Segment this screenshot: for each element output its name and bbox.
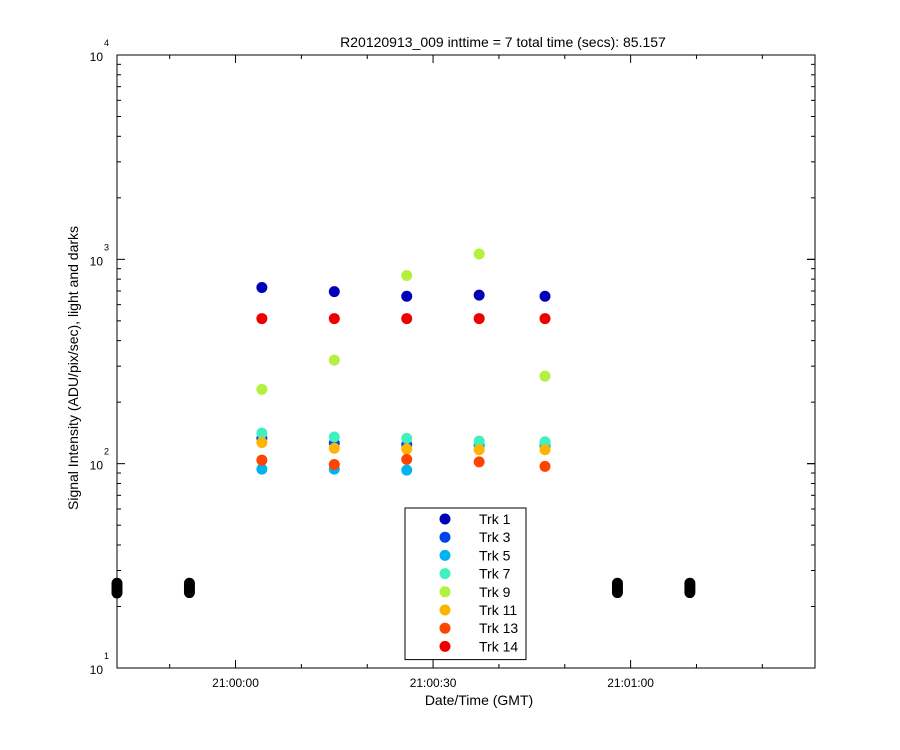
legend-label: Trk 1 bbox=[479, 511, 511, 527]
y-tick-label: 10 bbox=[90, 254, 104, 268]
series-trk-13 bbox=[256, 453, 551, 472]
legend-label: Trk 5 bbox=[479, 547, 511, 563]
legend-marker bbox=[439, 568, 451, 580]
legend-marker bbox=[439, 549, 451, 561]
data-point bbox=[539, 436, 551, 448]
data-point bbox=[401, 464, 413, 476]
data-point bbox=[256, 313, 268, 325]
legend-label: Trk 13 bbox=[479, 620, 518, 636]
data-point bbox=[539, 460, 551, 472]
data-point bbox=[401, 432, 413, 444]
series-trk-11 bbox=[256, 436, 551, 456]
dark-point bbox=[684, 577, 696, 589]
y-axis-label: Signal Intensity (ADU/pix/sec), light an… bbox=[65, 226, 81, 510]
data-point bbox=[401, 453, 413, 465]
x-tick-label: 21:00:30 bbox=[410, 676, 457, 690]
data-point bbox=[539, 290, 551, 302]
data-point bbox=[256, 454, 268, 466]
data-point bbox=[328, 442, 340, 454]
legend-marker bbox=[439, 604, 451, 616]
legend-label: Trk 11 bbox=[479, 602, 517, 618]
legend-marker bbox=[439, 586, 451, 598]
legend-label: Trk 7 bbox=[479, 566, 511, 582]
y-tick-exponent: 3 bbox=[104, 242, 109, 252]
chart-title: R20120913_009 inttime = 7 total time (se… bbox=[340, 34, 666, 50]
y-tick-exponent: 1 bbox=[104, 651, 109, 661]
data-point bbox=[473, 435, 485, 447]
dark-point bbox=[111, 577, 123, 589]
data-point bbox=[539, 313, 551, 325]
series-trk-14 bbox=[256, 313, 551, 325]
data-point bbox=[256, 383, 268, 395]
legend-label: Trk 9 bbox=[479, 584, 511, 600]
data-point bbox=[473, 313, 485, 325]
y-tick-label: 10 bbox=[90, 50, 104, 64]
dark-point bbox=[611, 577, 623, 589]
data-point bbox=[256, 463, 268, 475]
legend-label: Trk 3 bbox=[479, 529, 511, 545]
data-point bbox=[328, 431, 340, 443]
y-tick-label: 10 bbox=[90, 663, 104, 677]
legend-marker bbox=[439, 513, 451, 525]
data-point bbox=[473, 248, 485, 260]
series-trk-7 bbox=[256, 427, 551, 448]
dark-point bbox=[183, 577, 195, 589]
data-point bbox=[539, 444, 551, 456]
legend-box bbox=[404, 507, 527, 661]
y-tick-exponent: 4 bbox=[104, 38, 109, 48]
y-tick-exponent: 2 bbox=[104, 447, 109, 457]
data-point bbox=[473, 444, 485, 456]
data-point bbox=[473, 456, 485, 468]
data-point bbox=[401, 270, 413, 282]
data-point bbox=[473, 289, 485, 301]
legend-marker bbox=[439, 622, 451, 634]
data-point bbox=[256, 436, 268, 448]
data-point bbox=[328, 459, 340, 471]
legend-marker bbox=[439, 640, 451, 652]
data-point bbox=[401, 313, 413, 325]
x-tick-label: 21:01:00 bbox=[607, 676, 654, 690]
data-point bbox=[328, 354, 340, 366]
data-point bbox=[401, 443, 413, 455]
data-point bbox=[539, 370, 551, 382]
series-trk-9 bbox=[256, 248, 551, 395]
data-point bbox=[328, 286, 340, 298]
x-axis-label: Date/Time (GMT) bbox=[425, 692, 533, 708]
data-point bbox=[256, 427, 268, 439]
legend: Trk 1 Trk 3 Trk 5 Trk 7 Trk 9 Trk 11 Trk 13 Trk… bbox=[404, 507, 527, 661]
legend-label: Trk 14 bbox=[479, 638, 518, 654]
data-point bbox=[256, 282, 268, 294]
y-tick-label: 10 bbox=[90, 459, 104, 473]
legend-marker bbox=[439, 531, 451, 543]
x-tick-label: 21:00:00 bbox=[212, 676, 259, 690]
data-point bbox=[401, 290, 413, 302]
series-trk-1 bbox=[256, 282, 551, 302]
data-point bbox=[328, 313, 340, 325]
